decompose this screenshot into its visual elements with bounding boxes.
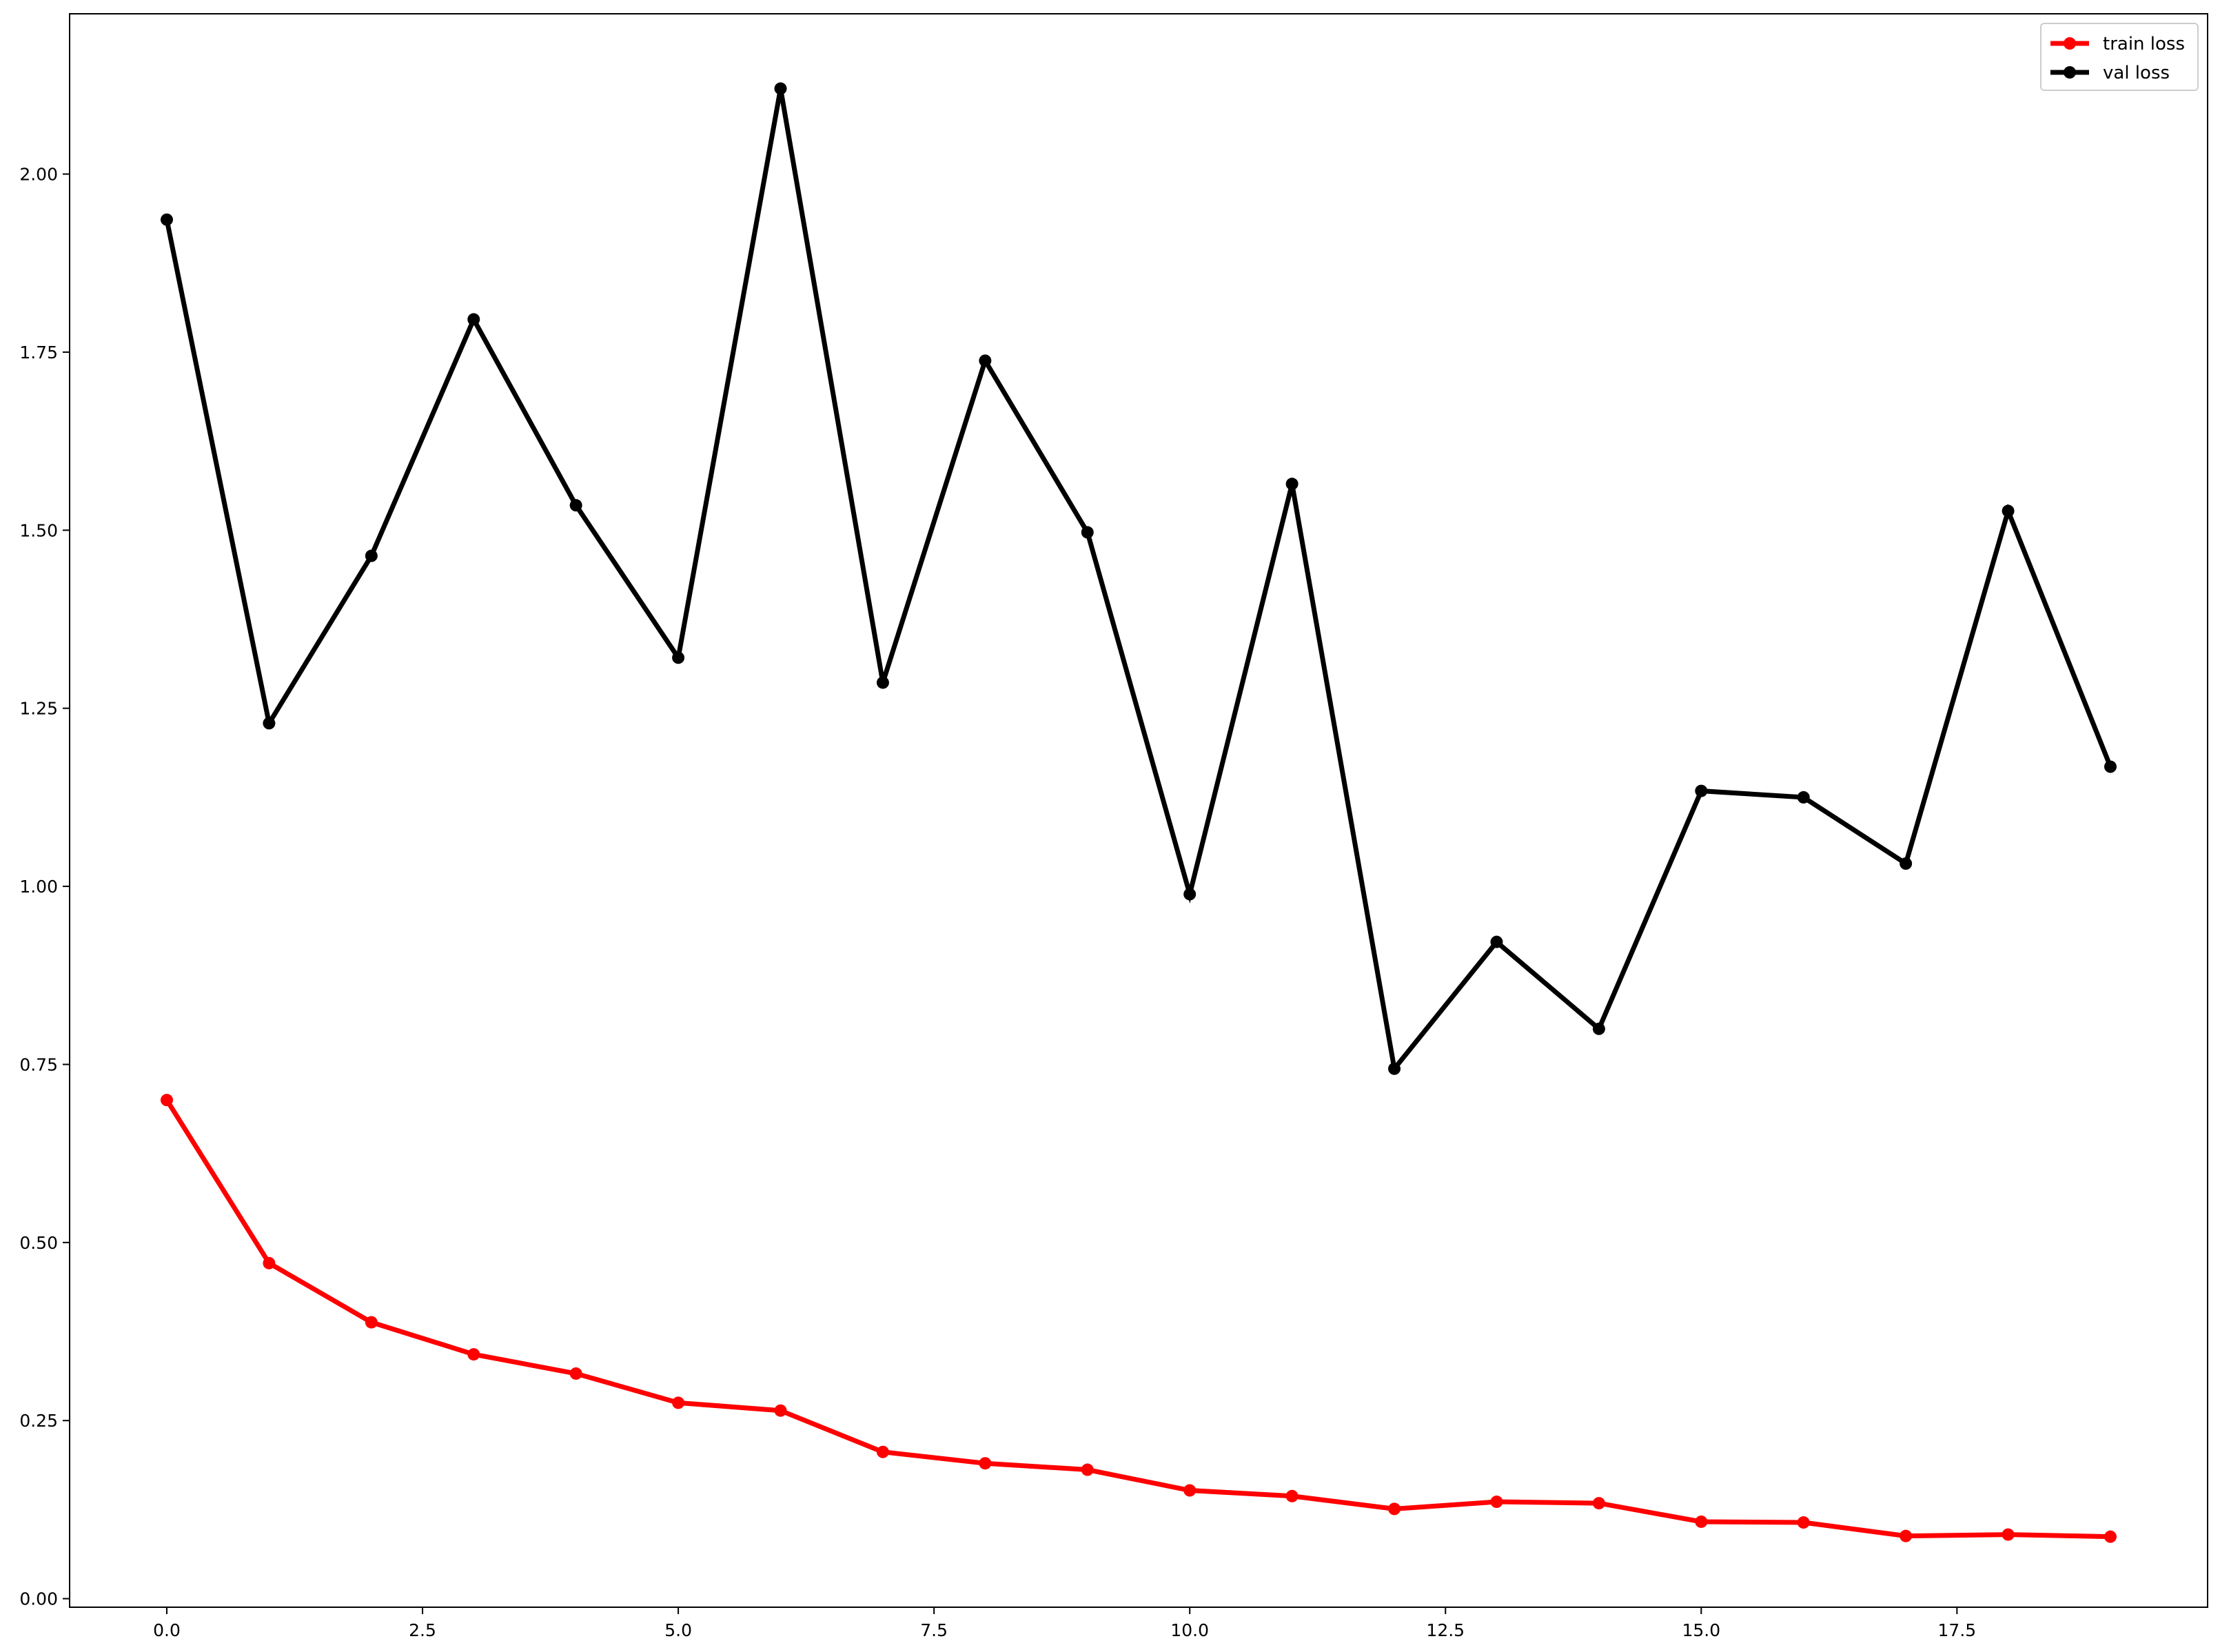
- series-layer: [161, 82, 2117, 1543]
- train-loss-point: [1081, 1463, 1094, 1476]
- val-loss-point: [263, 717, 276, 730]
- val-loss-point: [161, 213, 173, 226]
- train-loss-series: [161, 1094, 2117, 1543]
- y-tick-label: 0.25: [19, 1411, 58, 1431]
- y-tick-label: 1.00: [19, 877, 58, 897]
- train-loss-point: [1285, 1489, 1299, 1502]
- val-loss-point: [2002, 504, 2015, 518]
- train-loss-point: [876, 1445, 889, 1458]
- val-loss-point: [1900, 857, 1913, 870]
- train-loss-point: [569, 1367, 582, 1380]
- x-tick-label: 15.0: [1682, 1620, 1720, 1640]
- val-loss-point: [1797, 791, 1810, 804]
- y-tick-label: 1.75: [19, 343, 58, 363]
- val-loss-point: [1695, 784, 1708, 797]
- val-loss-point: [672, 651, 685, 664]
- train-loss-point: [365, 1316, 378, 1329]
- y-tick-label: 1.50: [19, 520, 58, 540]
- val-loss-point: [1592, 1022, 1605, 1035]
- legend-swatch-marker: [2064, 66, 2076, 79]
- train-loss-point: [161, 1094, 173, 1107]
- x-tick-label: 10.0: [1170, 1620, 1209, 1640]
- x-tick-label: 2.5: [409, 1620, 436, 1640]
- plot-frame: [69, 13, 2208, 1608]
- val-loss-point: [1388, 1062, 1401, 1075]
- x-tick-label: 0.0: [153, 1620, 181, 1640]
- val-loss-point: [1183, 888, 1196, 901]
- train-loss-point: [774, 1404, 787, 1417]
- val-loss-series: [161, 82, 2117, 1075]
- x-tick-label: 17.5: [1938, 1620, 1977, 1640]
- val-loss-point: [365, 549, 378, 562]
- val-loss-point: [1285, 478, 1299, 491]
- train-loss-point: [672, 1396, 685, 1409]
- y-tick-label: 0.00: [19, 1589, 58, 1609]
- x-tick-label: 5.0: [664, 1620, 692, 1640]
- val-loss-point: [1081, 526, 1094, 539]
- y-axis: 0.00 0.25 0.50 0.75 1.00 1.25 1.50 1.75 2.00: [19, 165, 70, 1609]
- train-loss-point: [263, 1256, 276, 1269]
- val-loss-line: [164, 88, 2113, 1074]
- val-loss-point: [876, 676, 889, 689]
- legend-item-train-loss: train loss: [2050, 34, 2185, 54]
- y-tick-label: 2.00: [19, 165, 58, 185]
- x-tick-label: 12.5: [1426, 1620, 1465, 1640]
- train-loss-point: [979, 1457, 992, 1470]
- val-loss-point: [1490, 935, 1503, 948]
- train-loss-point: [2104, 1530, 2117, 1543]
- y-tick-label: 0.75: [19, 1054, 58, 1074]
- val-loss-point: [774, 82, 787, 95]
- x-axis: 0.0 2.5 5.0 7.5 10.0 12.5 15.0 17.5: [153, 1607, 1976, 1640]
- legend-label: val loss: [2103, 63, 2170, 83]
- val-loss-point: [467, 313, 480, 326]
- val-loss-point: [979, 354, 992, 367]
- legend-label: train loss: [2103, 34, 2185, 54]
- y-tick-label: 1.25: [19, 699, 58, 719]
- train-loss-point: [467, 1348, 480, 1361]
- train-loss-point: [1388, 1502, 1401, 1516]
- train-loss-line: [165, 1099, 2111, 1540]
- train-loss-point: [1183, 1484, 1196, 1497]
- legend-swatch-marker: [2064, 37, 2076, 50]
- y-tick-label: 0.50: [19, 1233, 58, 1253]
- train-loss-point: [1490, 1496, 1503, 1509]
- val-loss-point: [2104, 760, 2117, 773]
- train-loss-point: [1592, 1497, 1605, 1510]
- val-loss-point: [569, 499, 582, 512]
- x-tick-label: 7.5: [920, 1620, 948, 1640]
- legend: train loss val loss: [2040, 23, 2199, 91]
- legend-item-val-loss: val loss: [2050, 63, 2170, 83]
- train-loss-point: [1797, 1516, 1810, 1529]
- train-loss-point: [1695, 1515, 1708, 1528]
- train-loss-point: [1900, 1529, 1913, 1542]
- train-loss-point: [2002, 1528, 2015, 1541]
